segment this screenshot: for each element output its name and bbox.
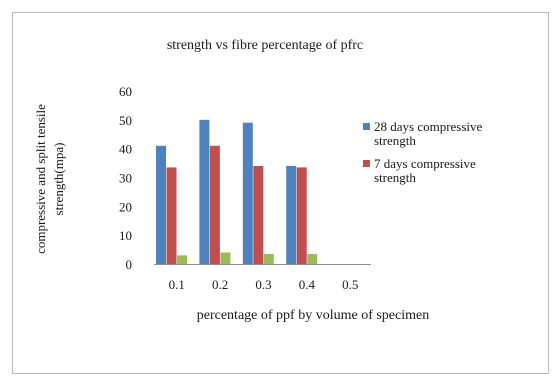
bar-2-0-4 (296, 167, 307, 264)
bars (156, 119, 318, 264)
bar-1-0-4 (286, 165, 297, 264)
x-axis-ticks: 0.1 0.2 0.3 0.4 0.5 (169, 277, 359, 292)
bar-2-0-3 (253, 165, 264, 264)
bar-3-0-4 (307, 253, 318, 264)
y-axis-ticks: 0 10 20 30 40 50 60 (119, 84, 132, 272)
legend-swatch-1 (363, 123, 370, 130)
y-tick-label: 60 (119, 84, 132, 99)
y-tick-label: 50 (119, 113, 132, 128)
bar-1-0-2 (199, 119, 210, 264)
x-tick-label: 0.3 (255, 277, 271, 292)
y-tick-label: 20 (119, 199, 132, 214)
x-tick-label: 0.4 (299, 277, 316, 292)
chart-frame: strength vs fibre percentage of pfrc com… (12, 12, 549, 374)
y-axis-label-line-1: compressive and split tensile (33, 104, 48, 254)
y-tick-label: 40 (119, 142, 132, 157)
bar-3-0-3 (263, 253, 274, 264)
legend: 28 days compressive strength 7 days compre… (363, 119, 483, 185)
y-tick-label: 10 (119, 228, 132, 243)
y-axis-label: compressive and split tensile strength(m… (33, 104, 66, 254)
bar-3-0-1 (177, 255, 187, 264)
bar-chart: strength vs fibre percentage of pfrc com… (33, 38, 483, 323)
x-axis-label: percentage of ppf by volume of specimen (197, 308, 429, 323)
bar-1-0-1 (156, 145, 166, 264)
y-tick-label: 30 (119, 171, 132, 186)
legend-label-2: 7 days compressive strength (374, 156, 476, 185)
legend-label-1: 28 days compressive strength (374, 119, 483, 148)
bar-1-0-3 (242, 122, 253, 264)
legend-swatch-2 (363, 160, 370, 167)
bar-2-0-1 (166, 167, 177, 264)
y-axis-label-line-2: strength(mpa) (51, 143, 66, 216)
bar-2-0-2 (209, 145, 220, 264)
x-tick-label: 0.5 (342, 277, 358, 292)
x-tick-label: 0.1 (169, 277, 185, 292)
y-tick-label: 0 (126, 257, 133, 272)
bar-3-0-2 (220, 252, 231, 264)
chart-title: strength vs fibre percentage of pfrc (167, 38, 363, 53)
x-tick-label: 0.2 (212, 277, 228, 292)
